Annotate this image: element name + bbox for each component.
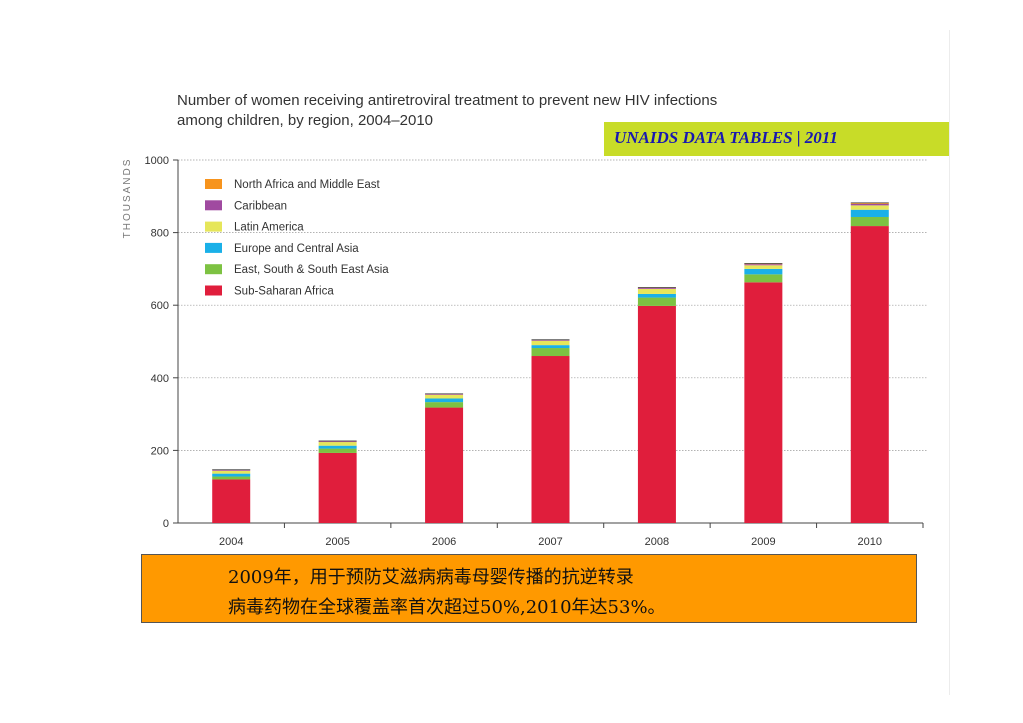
page-edge-line xyxy=(949,30,950,695)
bar-segment xyxy=(850,202,889,204)
bar-segment xyxy=(531,340,570,341)
bar-segment xyxy=(318,441,357,443)
y-tick-label: 200 xyxy=(151,445,169,457)
chart-title-line-2: among children, by region, 2004–2010 xyxy=(177,112,434,129)
bar-segment xyxy=(425,394,464,399)
legend-swatch xyxy=(205,221,222,232)
x-tick-label: 2007 xyxy=(538,536,562,548)
legend-swatch xyxy=(205,242,222,253)
legend-label: Caribbean xyxy=(234,200,287,212)
bar-segment xyxy=(531,340,570,346)
bar-segment xyxy=(212,470,251,474)
legend-label: Latin America xyxy=(234,222,304,234)
y-tick-label: 400 xyxy=(151,373,169,385)
bar-segment xyxy=(531,345,570,349)
x-tick-label: 2010 xyxy=(858,536,882,548)
x-tick-label: 2009 xyxy=(751,536,775,548)
bar-segment xyxy=(637,305,676,523)
x-tick-label: 2008 xyxy=(645,536,669,548)
bar-segment xyxy=(744,274,783,283)
y-tick-label: 800 xyxy=(151,228,169,240)
bar-segment xyxy=(850,216,889,227)
legend-swatch xyxy=(205,179,222,189)
legend-swatch xyxy=(205,264,222,275)
legend-label: Europe and Central Asia xyxy=(234,243,359,255)
note-line-1: 2009年，用于预防艾滋病病毒母婴传播的抗逆转录 xyxy=(228,567,634,588)
bar-segment xyxy=(531,348,570,357)
source-banner: UNAIDS DATA TABLES | 2011 xyxy=(604,122,949,156)
x-tick-label: 2005 xyxy=(325,536,349,548)
bar-segment xyxy=(637,297,676,306)
bar-segment xyxy=(425,398,464,403)
note-line-2: 病毒药物在全球覆盖率首次超过50%,2010年达53%。 xyxy=(228,597,666,618)
y-tick-label: 1000 xyxy=(145,155,169,167)
bar-segment xyxy=(212,479,251,523)
y-tick-label: 600 xyxy=(151,300,169,312)
chart-title-line-1: Number of women receiving antiretroviral… xyxy=(177,92,718,109)
chart-title: Number of women receiving antiretroviral… xyxy=(177,91,897,131)
source-banner-text: UNAIDS DATA TABLES | 2011 xyxy=(614,128,838,147)
legend-label: Sub-Saharan Africa xyxy=(234,286,334,298)
bar-segment xyxy=(318,452,357,523)
bar-segment xyxy=(318,445,357,449)
bar-segment xyxy=(850,205,889,210)
bar-segment xyxy=(318,448,357,453)
bar-segment xyxy=(744,265,783,269)
bar-segment xyxy=(744,264,783,266)
bar-segment xyxy=(744,268,783,275)
bar-segment xyxy=(318,442,357,446)
bar-segment xyxy=(212,473,251,477)
bar-segment xyxy=(850,209,889,217)
note-box: 2009年，用于预防艾滋病病毒母婴传播的抗逆转录 病毒药物在全球覆盖率首次超过5… xyxy=(141,554,917,623)
x-tick-label: 2006 xyxy=(432,536,456,548)
y-axis-label: THOUSANDS xyxy=(122,158,133,239)
bar-segment xyxy=(425,402,464,408)
x-tick-label: 2004 xyxy=(219,536,243,548)
bar-segment xyxy=(212,476,251,480)
bar-segment xyxy=(637,288,676,294)
bar-segment xyxy=(531,356,570,523)
bar-segment xyxy=(212,470,251,471)
bar-segment xyxy=(425,407,464,523)
bar-segment xyxy=(850,203,889,206)
bar-segment xyxy=(744,282,783,523)
bar-segment xyxy=(850,226,889,524)
legend-label: North Africa and Middle East xyxy=(234,179,381,191)
legend-label: East, South & South East Asia xyxy=(234,264,389,276)
legend-swatch xyxy=(205,200,222,211)
bar-segment xyxy=(637,293,676,298)
bar-segment xyxy=(425,394,464,395)
y-tick-label: 0 xyxy=(163,518,169,530)
legend-swatch xyxy=(205,285,222,296)
bar-segment xyxy=(637,287,676,289)
